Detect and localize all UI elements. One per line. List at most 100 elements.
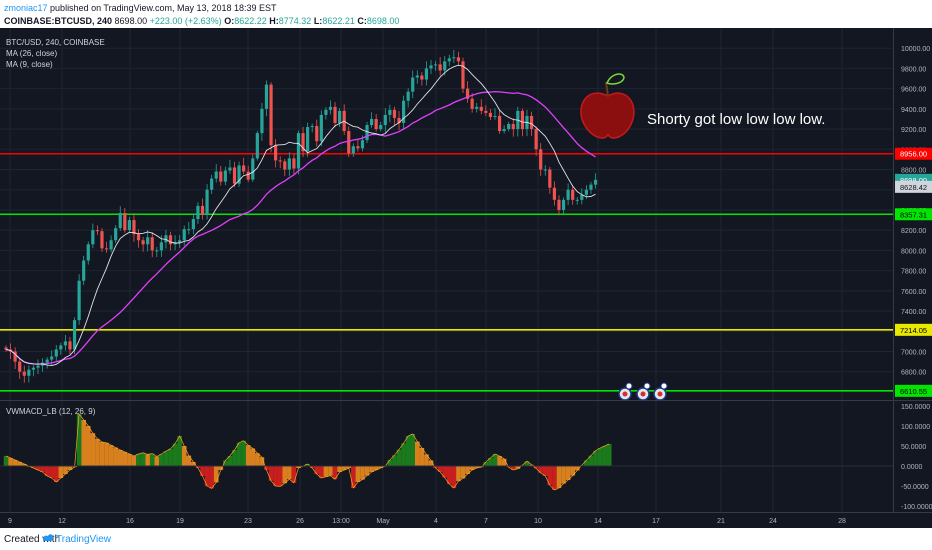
level-badge-bg <box>895 208 932 221</box>
x-tick-label: 21 <box>717 518 725 525</box>
candle-body <box>315 126 319 142</box>
candle-body <box>210 178 214 190</box>
candle-body <box>182 229 186 241</box>
macd-bar <box>218 466 224 470</box>
candle-body <box>397 117 401 124</box>
apple-icon <box>580 73 635 139</box>
y-tick-label: 9600.00 <box>901 87 926 94</box>
macd-bar <box>53 466 59 482</box>
x-tick-label: 10 <box>534 518 542 525</box>
tradingview-logo-icon[interactable] <box>42 532 54 547</box>
candle-body <box>511 124 515 130</box>
candle-body <box>100 231 104 249</box>
candle-body <box>488 112 493 117</box>
macd-bar <box>209 466 214 489</box>
footer-brand[interactable]: TradingView <box>56 534 112 545</box>
candle-body <box>338 110 342 124</box>
level-badge-bg <box>895 384 932 397</box>
macd-bar <box>460 466 466 479</box>
candle-body <box>411 77 415 92</box>
macd-tick-label: -100.0000 <box>901 504 932 511</box>
macd-bar <box>593 450 598 466</box>
y-tick-label: 6800.00 <box>901 370 926 377</box>
candle-body <box>72 320 77 350</box>
macd-bar <box>456 466 461 482</box>
candle-body <box>27 369 31 376</box>
macd-bar <box>241 440 246 466</box>
x-tick-label: 28 <box>838 518 846 525</box>
x-tick-label: 24 <box>769 518 777 525</box>
macd-bar <box>492 454 498 466</box>
candle-body <box>452 57 456 59</box>
flag-icon[interactable] <box>653 382 668 401</box>
candle-body <box>351 146 355 154</box>
candle-body <box>95 230 99 232</box>
publish-info: published on TradingView.com, May 13, 20… <box>50 3 277 13</box>
candle-body <box>54 349 58 357</box>
macd-bar <box>181 446 187 466</box>
candle-body <box>461 61 465 89</box>
x-tick-label: May <box>376 518 390 525</box>
level-badge-bg <box>895 323 932 336</box>
candle-body <box>370 118 374 126</box>
macd-bar <box>31 466 36 468</box>
candle-body <box>22 371 26 376</box>
author-link[interactable]: zmoniac17 <box>4 3 48 13</box>
x-tick-label: 7 <box>484 518 488 525</box>
flag-icon[interactable] <box>618 382 633 401</box>
macd-bar <box>401 443 406 466</box>
macd-bar <box>49 466 54 478</box>
y-tick-label: 8800.00 <box>901 168 926 175</box>
y-tick-label: 9200.00 <box>901 127 926 134</box>
macd-bar <box>314 466 320 474</box>
x-tick-label: 14 <box>594 518 602 525</box>
macd-bar <box>428 460 434 466</box>
macd-bar <box>442 466 448 478</box>
macd-bar <box>529 464 534 466</box>
candle-body <box>223 170 227 182</box>
x-tick-label: 4 <box>434 518 438 525</box>
macd-bar <box>95 438 100 466</box>
candle-body <box>328 106 333 110</box>
candle-body <box>50 356 54 360</box>
macd-bar <box>35 466 41 470</box>
macd-bar <box>122 452 128 466</box>
macd-bar <box>341 466 347 470</box>
macd-tick-label: 0.0000 <box>901 464 923 471</box>
macd-bar <box>497 456 502 466</box>
macd-bar <box>291 466 297 483</box>
candle-body <box>251 158 255 180</box>
macd-bar <box>250 448 256 466</box>
candle-body <box>433 64 438 66</box>
high-label: H: <box>269 16 279 26</box>
candle-body <box>18 361 22 372</box>
macd-bar <box>574 466 580 471</box>
macd-bar <box>104 442 109 466</box>
macd-bar <box>533 466 539 469</box>
macd-bar <box>191 462 196 466</box>
macd-bar <box>168 448 173 466</box>
chart-area[interactable]: 10000.009800.009600.009400.009200.009000… <box>0 28 932 528</box>
macd-bar <box>268 466 274 481</box>
macd-bar <box>556 466 562 488</box>
macd-bar <box>451 466 457 488</box>
candle-body <box>31 367 36 370</box>
macd-bar <box>12 460 18 466</box>
macd-bar <box>140 452 146 466</box>
ma26-line <box>5 90 596 365</box>
candle-body <box>118 212 122 229</box>
x-tick-label: 19 <box>176 518 184 525</box>
candle-body <box>242 165 246 172</box>
candle-body <box>465 88 470 99</box>
macd-bar <box>469 466 475 470</box>
event-flags[interactable] <box>618 382 668 401</box>
macd-bar <box>8 458 13 466</box>
candle-body <box>502 129 506 132</box>
macd-bar <box>44 466 50 476</box>
macd-bar <box>204 466 210 486</box>
macd-bar <box>200 466 205 476</box>
candle-body <box>447 58 451 62</box>
flag-icon[interactable] <box>636 382 651 401</box>
close-label: C: <box>357 16 367 26</box>
macd-bar <box>483 462 489 466</box>
